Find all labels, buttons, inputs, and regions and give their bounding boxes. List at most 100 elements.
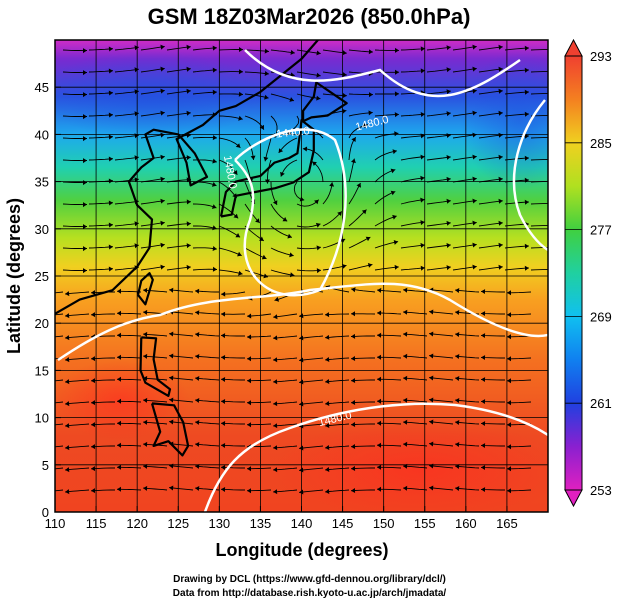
streamline-arrow — [507, 334, 511, 340]
streamline-arrow — [290, 272, 295, 278]
streamline-arrow — [524, 243, 529, 249]
streamline — [55, 423, 64, 426]
streamline — [195, 333, 220, 337]
streamline — [348, 209, 367, 227]
y-tick-label: 45 — [35, 80, 49, 95]
streamline — [299, 467, 324, 471]
streamline-arrow — [221, 377, 226, 382]
streamline-arrow — [39, 380, 43, 385]
streamline — [455, 443, 480, 447]
streamline-arrow — [247, 422, 251, 428]
streamline-arrow — [195, 486, 200, 491]
streamline — [400, 267, 425, 271]
streamline — [348, 137, 357, 161]
y-tick-label: 30 — [35, 222, 49, 237]
contour-line-4 — [203, 402, 548, 512]
streamline-arrow — [481, 333, 486, 338]
streamline-arrow — [498, 220, 503, 226]
streamline — [169, 487, 194, 491]
streamline — [403, 421, 428, 425]
streamline-arrow — [481, 443, 486, 448]
streamline-arrow — [351, 137, 356, 142]
streamline-arrow — [420, 265, 425, 271]
streamline — [55, 313, 64, 316]
streamline — [403, 289, 428, 293]
streamline — [480, 466, 505, 469]
streamline-arrow — [455, 486, 460, 491]
streamline-arrow — [394, 264, 399, 270]
streamline-arrow — [390, 190, 396, 196]
streamline-arrow — [108, 68, 113, 74]
streamline — [452, 266, 477, 271]
streamline-arrow — [455, 442, 460, 447]
streamline-arrow — [446, 220, 451, 226]
streamline — [478, 156, 503, 161]
streamline — [55, 445, 64, 448]
streamline-arrow — [472, 66, 477, 72]
streamline — [273, 423, 298, 427]
streamline-arrow — [238, 115, 243, 121]
x-tick-label: 125 — [167, 516, 189, 531]
streamline-arrow — [65, 335, 70, 341]
streamline-arrow — [39, 336, 43, 341]
streamline — [273, 489, 298, 493]
streamline — [169, 355, 194, 359]
streamline-arrow — [395, 47, 399, 53]
streamline-arrow — [108, 46, 113, 52]
streamline-arrow — [250, 155, 256, 160]
streamline-arrow — [363, 123, 368, 129]
streamline-arrow — [551, 179, 555, 184]
streamline-arrow — [287, 233, 292, 239]
streamline — [429, 355, 454, 359]
streamline-arrow — [472, 242, 477, 248]
streamline — [299, 313, 324, 317]
streamline — [286, 115, 300, 136]
streamline-arrow — [481, 311, 486, 316]
streamline-arrow — [83, 180, 87, 186]
streamline-arrow — [91, 400, 96, 406]
streamline-arrow — [351, 287, 356, 293]
y-tick-label: 15 — [35, 363, 49, 378]
streamline — [455, 333, 480, 337]
streamline-arrow — [351, 333, 356, 339]
streamline-arrow — [212, 225, 217, 231]
streamline — [403, 443, 428, 447]
streamline-arrow — [134, 133, 139, 139]
streamline — [296, 71, 321, 77]
streamline-arrow — [420, 154, 425, 160]
streamline — [504, 69, 529, 73]
streamline — [480, 312, 505, 315]
contour-label-2: 1440.0 — [276, 125, 311, 140]
streamline — [374, 215, 397, 227]
streamline-arrow — [221, 465, 226, 470]
streamline-arrow — [481, 289, 486, 294]
streamline-arrow — [481, 377, 486, 382]
streamline-arrow — [108, 90, 113, 96]
streamline — [218, 137, 241, 149]
y-tick-label: 0 — [42, 505, 49, 520]
streamline — [426, 134, 451, 139]
streamline-arrow — [429, 419, 434, 425]
streamline-arrow — [290, 49, 295, 55]
streamline-arrow — [186, 88, 191, 94]
streamline — [195, 421, 220, 425]
x-axis-ticks: 110 115 120 125 130 135 140 145 150 155 160 165 — [45, 506, 518, 531]
streamline — [273, 357, 298, 361]
streamline-arrow — [186, 44, 191, 50]
streamline-arrow — [446, 67, 451, 73]
streamline-arrow — [264, 48, 269, 54]
streamline — [478, 178, 503, 183]
streamline-arrow — [274, 296, 280, 302]
colorbar-tick-label: 269 — [590, 309, 612, 324]
streamline-arrow — [299, 445, 304, 451]
streamline — [403, 487, 428, 491]
x-tick-label: 130 — [208, 516, 230, 531]
streamline — [247, 313, 272, 317]
streamline-arrow — [351, 378, 356, 383]
streamline-arrow — [498, 132, 503, 138]
streamline-arrow — [65, 291, 70, 297]
streamline-arrow — [83, 114, 87, 120]
streamline-arrow — [263, 156, 269, 162]
streamline — [504, 135, 529, 139]
